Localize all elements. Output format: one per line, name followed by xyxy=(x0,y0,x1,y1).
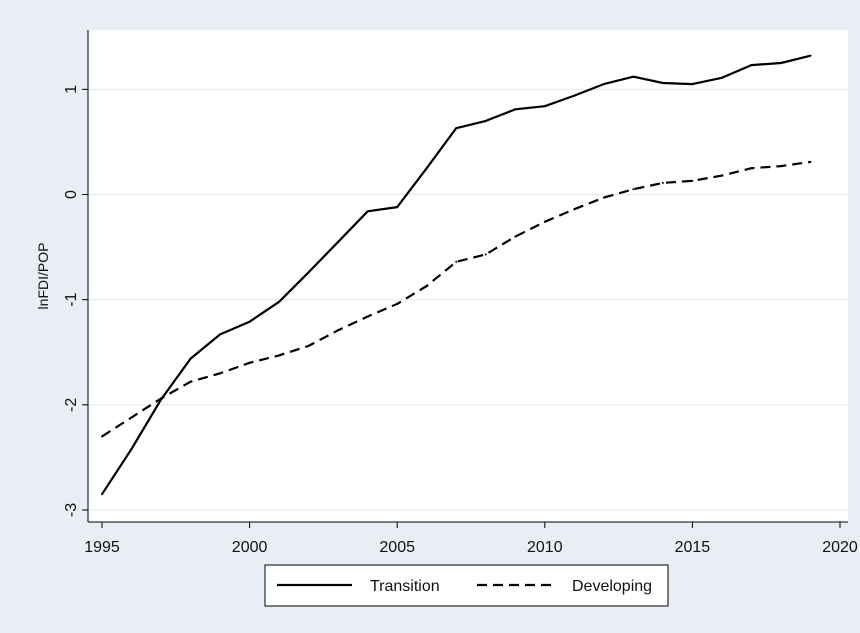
y-tick-label: 1 xyxy=(63,85,80,94)
data-point-transition-2001 xyxy=(278,300,281,303)
data-point-transition-2003 xyxy=(337,240,340,243)
data-point-transition-2004 xyxy=(366,210,369,213)
data-point-developing-2016 xyxy=(720,174,723,177)
y-axis-title: lnFDI/POP xyxy=(35,243,51,310)
data-point-transition-1995 xyxy=(101,493,103,496)
x-axis-ticks: 1995 2000 2005 2010 2015 2020 xyxy=(84,522,858,556)
data-point-transition-2007 xyxy=(455,127,458,130)
x-tick-label: 2000 xyxy=(232,539,268,556)
data-point-transition-2012 xyxy=(602,83,605,86)
data-point-developing-2007 xyxy=(455,260,458,263)
data-point-developing-2017 xyxy=(750,167,753,170)
data-point-developing-2002 xyxy=(307,344,310,347)
data-point-developing-2012 xyxy=(602,196,605,199)
data-point-transition-1999 xyxy=(219,333,222,336)
data-point-developing-2001 xyxy=(278,354,281,357)
data-point-developing-2011 xyxy=(573,208,576,211)
y-tick-label: -1 xyxy=(63,292,80,306)
legend-label-transition: Transition xyxy=(370,578,440,595)
plot-area xyxy=(88,30,848,522)
data-point-transition-2015 xyxy=(691,83,694,86)
x-tick-label: 2015 xyxy=(675,539,711,556)
data-point-transition-2005 xyxy=(396,206,399,209)
data-point-transition-2002 xyxy=(307,271,310,274)
series-lines xyxy=(101,54,812,496)
data-point-transition-2008 xyxy=(484,119,487,122)
data-point-transition-2017 xyxy=(750,64,753,67)
data-point-developing-2005 xyxy=(396,302,399,305)
data-point-developing-1995 xyxy=(101,435,103,438)
data-point-developing-2013 xyxy=(632,188,635,191)
data-point-transition-2016 xyxy=(720,76,723,79)
data-point-transition-2010 xyxy=(543,105,546,108)
data-point-developing-2015 xyxy=(691,179,694,182)
data-point-developing-2006 xyxy=(425,284,428,287)
y-axis-ticks: -3 -2 -1 0 1 xyxy=(63,85,88,517)
legend: Transition Developing xyxy=(264,564,669,607)
gridlines xyxy=(88,88,848,511)
data-point-developing-2010 xyxy=(543,220,546,223)
data-point-transition-2006 xyxy=(425,167,428,170)
legend-label-developing: Developing xyxy=(572,578,652,595)
y-tick-label: 0 xyxy=(63,190,80,199)
data-point-developing-2019 xyxy=(809,160,812,163)
data-point-developing-2000 xyxy=(248,361,251,364)
data-point-developing-1997 xyxy=(160,397,163,400)
data-point-developing-1996 xyxy=(130,416,133,419)
x-tick-label: 2005 xyxy=(379,539,415,556)
axes xyxy=(87,30,848,523)
data-point-transition-2014 xyxy=(661,82,664,85)
data-point-transition-2013 xyxy=(632,75,635,78)
data-point-transition-1998 xyxy=(189,357,192,360)
x-tick-label: 2010 xyxy=(527,539,563,556)
data-point-developing-2004 xyxy=(366,315,369,318)
y-tick-label: -2 xyxy=(63,398,80,412)
data-point-transition-1996 xyxy=(130,448,133,451)
data-point-developing-2014 xyxy=(661,181,664,184)
data-point-developing-2018 xyxy=(779,165,782,168)
data-point-developing-2008 xyxy=(484,253,487,256)
data-point-transition-2000 xyxy=(248,320,251,323)
data-point-transition-2019 xyxy=(809,54,812,57)
data-point-developing-1999 xyxy=(219,372,222,375)
data-point-transition-2018 xyxy=(779,62,782,65)
x-tick-label: 1995 xyxy=(84,539,120,556)
data-point-developing-2003 xyxy=(337,329,340,332)
data-point-transition-2011 xyxy=(573,94,576,97)
y-tick-label: -3 xyxy=(63,503,80,517)
x-tick-label: 2020 xyxy=(822,539,858,556)
data-point-developing-1998 xyxy=(189,380,192,383)
data-point-developing-2009 xyxy=(514,235,517,238)
data-point-transition-2009 xyxy=(514,108,517,111)
